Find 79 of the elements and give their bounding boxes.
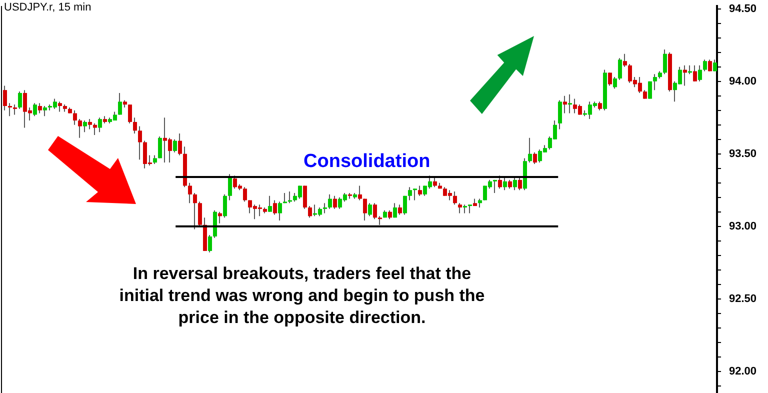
candlestick: [288, 191, 292, 204]
candlestick: [493, 179, 497, 194]
candlestick: [693, 64, 697, 82]
candlestick: [78, 118, 82, 138]
candlestick: [453, 191, 457, 206]
candlestick: [703, 59, 707, 72]
candlestick: [568, 94, 572, 114]
candlestick: [413, 188, 417, 201]
candlestick: [268, 195, 272, 212]
candlestick: [73, 110, 77, 126]
candlestick: [458, 202, 462, 214]
candlestick: [308, 206, 312, 218]
candlestick: [653, 74, 657, 91]
candlestick: [623, 53, 627, 68]
candlestick: [608, 72, 612, 86]
candlestick: [273, 200, 277, 216]
candlestick: [303, 185, 307, 210]
candlestick: [173, 138, 177, 153]
candlestick: [83, 120, 87, 133]
candlestick: [513, 176, 517, 191]
candlestick: [13, 104, 17, 116]
candlestick: [563, 95, 567, 114]
candlestick: [648, 80, 652, 100]
candlestick: [418, 185, 422, 196]
candlestick: [698, 64, 702, 82]
chart-title: USDJPY.r, 15 min: [4, 2, 92, 14]
candlestick: [228, 174, 232, 201]
candlestick: [393, 202, 397, 218]
candlestick: [323, 202, 327, 214]
candlestick: [278, 201, 282, 222]
candlestick: [398, 204, 402, 216]
candlestick: [188, 182, 192, 204]
y-tick-label: 94.50: [729, 2, 757, 15]
candlestick: [3, 85, 7, 111]
y-tick-label: 94.00: [729, 75, 757, 88]
y-tick-label: 92.50: [729, 292, 757, 305]
candlestick: [223, 194, 227, 218]
candlestick: [133, 117, 137, 134]
candlestick: [88, 118, 92, 130]
candlestick: [18, 91, 22, 110]
ref-line-label: Consolidation: [304, 150, 430, 172]
candlestick: [518, 176, 522, 191]
candlestick: [503, 176, 507, 191]
candlestick: [528, 137, 532, 164]
candlestick: [43, 106, 47, 117]
candlestick: [408, 186, 412, 201]
candlestick: [93, 122, 97, 136]
candlestick: [8, 102, 12, 117]
candlestick: [328, 194, 332, 210]
candlestick: [368, 202, 372, 217]
candlestick: [198, 201, 202, 227]
candlestick: [118, 92, 122, 116]
candlestick: [373, 202, 377, 220]
y-tick-label: 93.00: [729, 220, 757, 232]
y-tick-label: 93.50: [729, 148, 757, 160]
candlestick: [363, 198, 367, 222]
candlestick: [618, 58, 622, 80]
candlestick: [358, 185, 362, 201]
candlestick: [243, 186, 247, 202]
y-tick-label: 92.00: [729, 365, 757, 378]
candlestick: [498, 175, 502, 190]
candlestick: [403, 195, 407, 216]
candlestick: [613, 76, 617, 90]
candlestick: [158, 136, 162, 159]
candlestick: [98, 117, 102, 133]
candlestick: [138, 126, 142, 160]
candlestick: [33, 102, 37, 117]
candlestick: [433, 176, 437, 188]
candlestick: [663, 48, 667, 75]
candlestick: [38, 102, 42, 114]
candlestick: [193, 192, 197, 230]
candlestick: [208, 234, 212, 253]
candlestick: [533, 152, 537, 164]
candlestick: [333, 195, 337, 210]
annotation: In reversal breakouts, traders feel that the initial trend was wrong and begin to push the price in the opposite direction.: [119, 264, 485, 327]
candlestick: [558, 100, 562, 130]
candlestick: [58, 101, 62, 112]
candlestick: [178, 133, 182, 156]
candlestick: [128, 104, 132, 124]
